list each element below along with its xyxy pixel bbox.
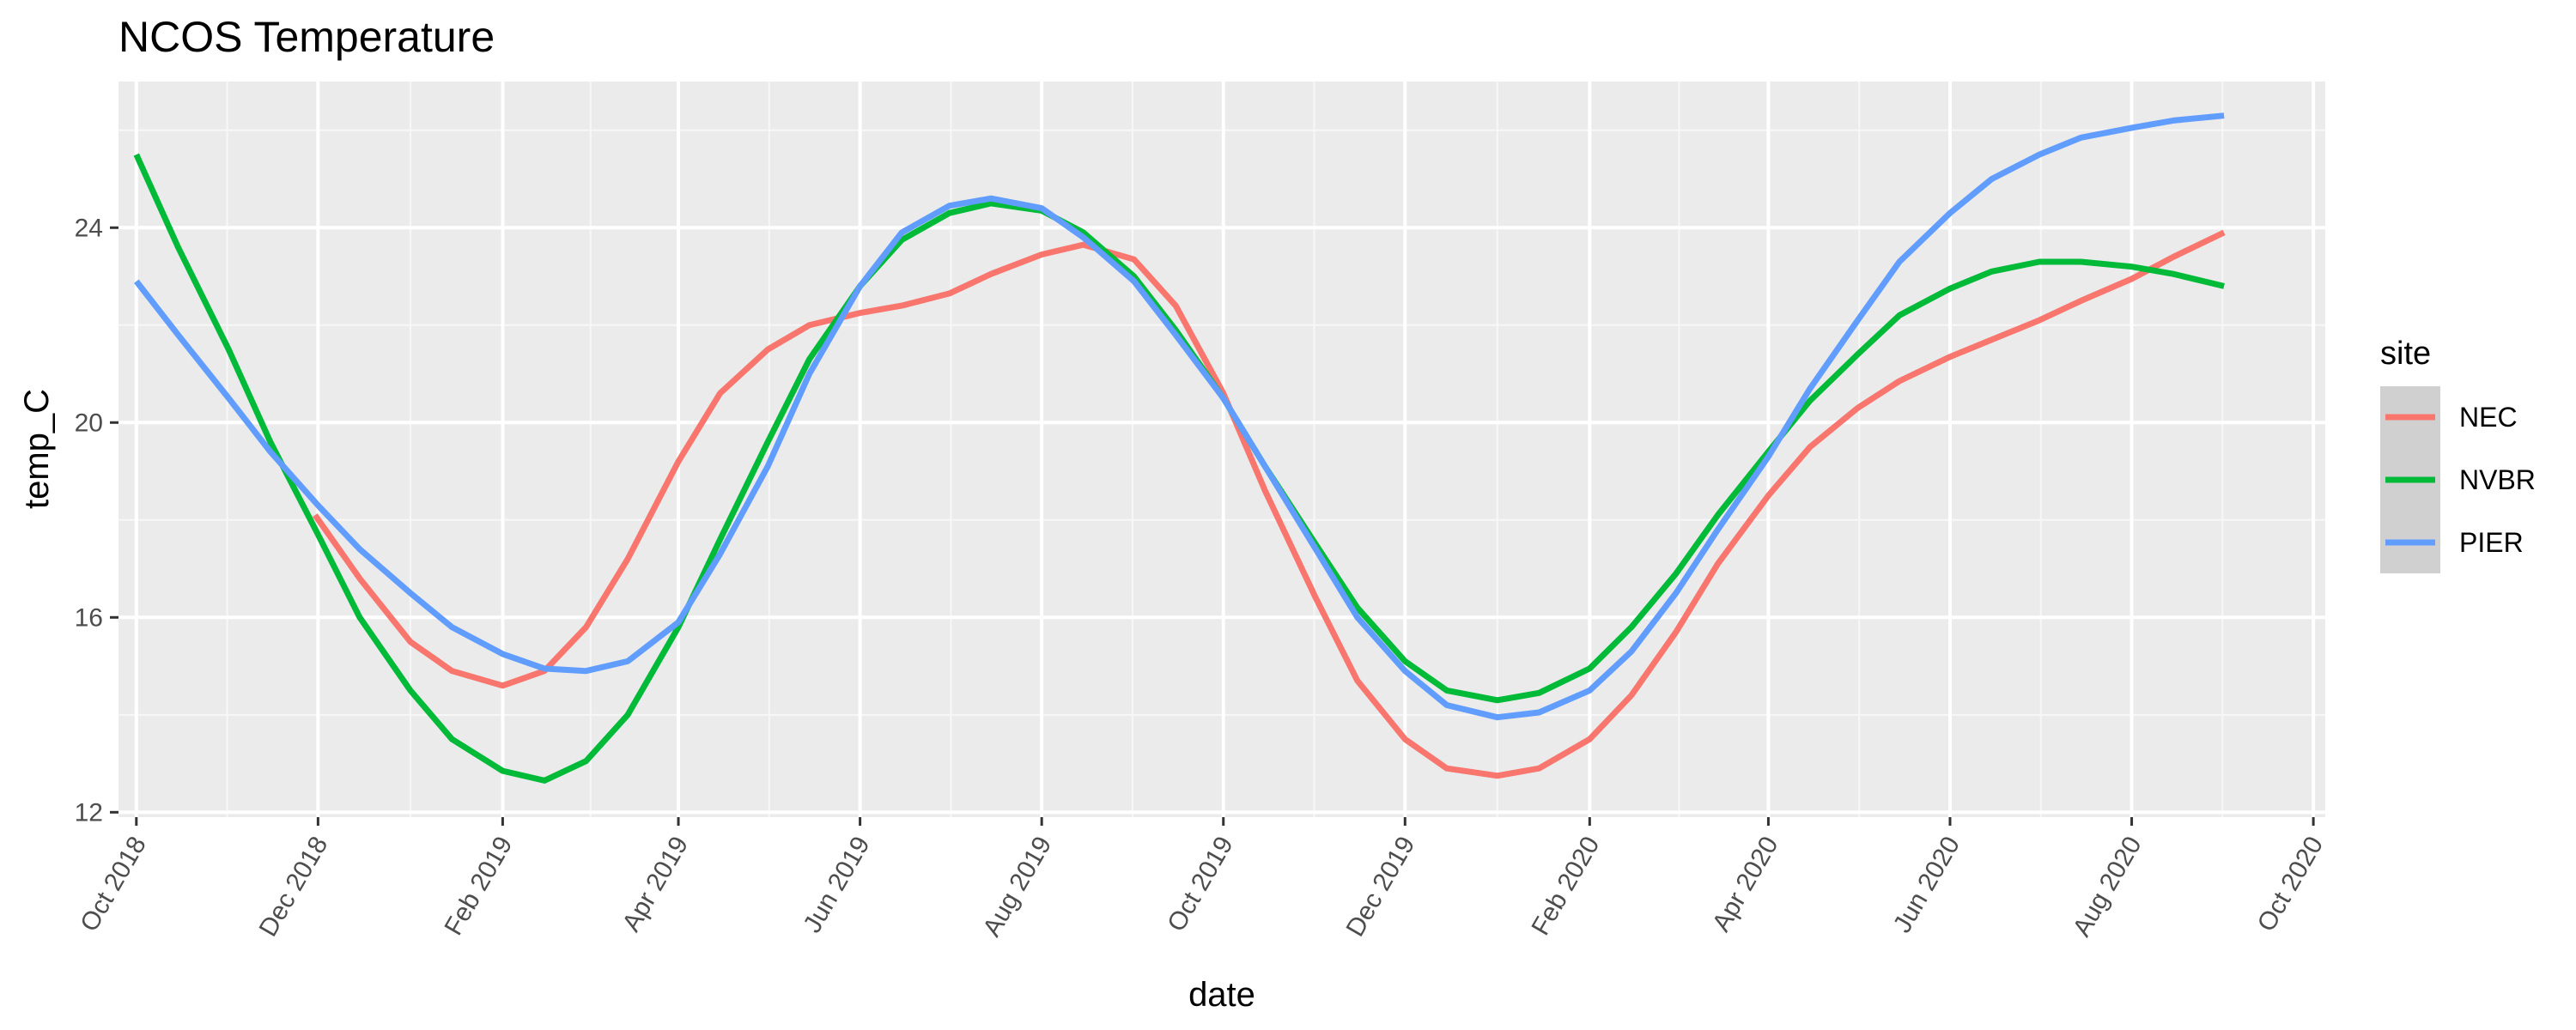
- chart-title: NCOS Temperature: [118, 13, 495, 61]
- x-tick-label: Apr 2019: [617, 832, 694, 936]
- x-tick-label: Apr 2020: [1707, 832, 1783, 936]
- x-tick-label: Dec 2018: [254, 832, 334, 942]
- y-tick-label: 24: [75, 214, 103, 242]
- y-axis: 12 16 20 24: [75, 214, 118, 827]
- x-tick-label: Feb 2020: [1526, 832, 1605, 940]
- y-tick-label: 20: [75, 409, 103, 437]
- y-tick-label: 16: [75, 603, 103, 632]
- y-tick-label: 12: [75, 798, 103, 827]
- x-tick-label: Oct 2020: [2252, 832, 2329, 936]
- x-tick-label: Oct 2018: [75, 832, 151, 936]
- series-line-nec: [313, 229, 2226, 779]
- x-axis-title: date: [1188, 976, 1255, 1014]
- series-layer: [133, 112, 2226, 784]
- x-tick-label: Aug 2020: [2068, 832, 2148, 942]
- x-tick-label: Jun 2020: [1888, 832, 1965, 937]
- legend-label-nec: NEC: [2459, 402, 2518, 433]
- y-axis-title: temp_C: [18, 389, 56, 509]
- legend-label-nvbr: NVBR: [2459, 464, 2536, 495]
- x-tick-label: Dec 2019: [1341, 832, 1421, 942]
- x-tick-label: Feb 2019: [440, 832, 519, 940]
- legend-title: site: [2380, 336, 2431, 372]
- legend-label-pier: PIER: [2459, 527, 2524, 558]
- x-tick-label: Oct 2019: [1162, 832, 1238, 936]
- legend: site NEC NVBR PIER: [2380, 336, 2536, 573]
- x-tick-label: Aug 2019: [977, 832, 1057, 942]
- series-line-pier: [134, 112, 2225, 721]
- x-tick-label: Jun 2019: [798, 832, 875, 937]
- grid-major: [118, 82, 2325, 817]
- x-axis: Oct 2018 Dec 2018 Feb 2019 Apr 2019 Jun 2019…: [75, 817, 2329, 942]
